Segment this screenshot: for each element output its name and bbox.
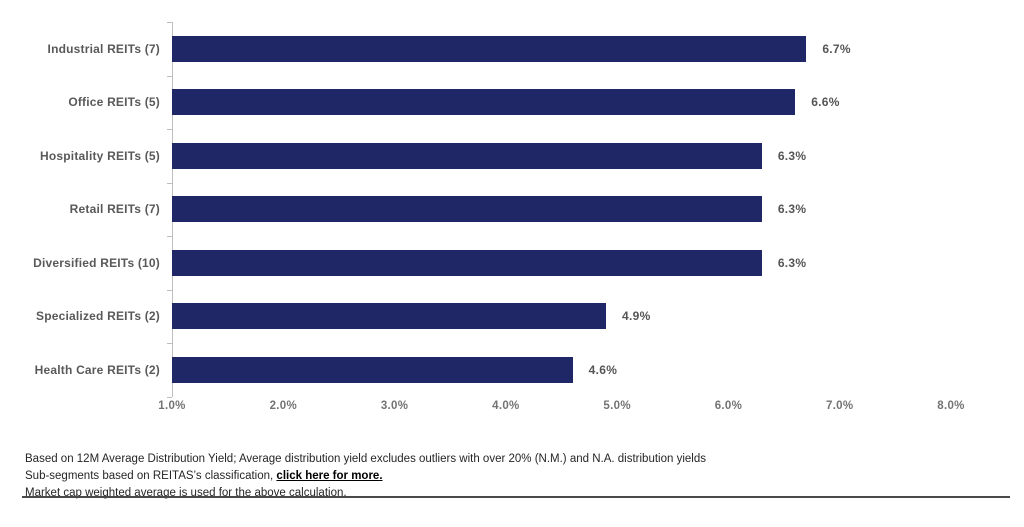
category-label: Office REITs (5) bbox=[68, 95, 160, 110]
category-label: Retail REITs (7) bbox=[69, 202, 160, 217]
category-label: Diversified REITs (10) bbox=[33, 255, 160, 270]
chart-row: Hospitality REITs (5) 6.3% bbox=[12, 129, 951, 183]
chart-row: Diversified REITs (10) 6.3% bbox=[12, 236, 951, 290]
value-label: 4.6% bbox=[588, 362, 618, 377]
chart-row: Specialized REITs (2) 4.9% bbox=[12, 290, 951, 344]
footnote-line-1: Based on 12M Average Distribution Yield;… bbox=[25, 453, 706, 465]
bar-track: 6.3% bbox=[172, 196, 951, 223]
click-here-link[interactable]: click here for more. bbox=[276, 470, 383, 482]
footnote-line-2-text: Sub-segments based on REITAS’s classific… bbox=[25, 470, 277, 482]
category-label: Industrial REITs (7) bbox=[47, 41, 160, 56]
y-axis-tick bbox=[167, 22, 172, 23]
footnotes: Based on 12M Average Distribution Yield;… bbox=[25, 451, 1005, 502]
x-tick-label: 3.0% bbox=[380, 400, 409, 412]
value-label: 6.6% bbox=[811, 95, 840, 110]
bar bbox=[172, 196, 762, 223]
chart-row: Office REITs (5) 6.6% bbox=[12, 76, 951, 130]
category-label: Hospitality REITs (5) bbox=[40, 148, 160, 163]
y-axis-tick bbox=[167, 236, 172, 237]
x-tick-label: 7.0% bbox=[825, 400, 854, 412]
bar-track: 4.9% bbox=[172, 303, 951, 330]
chart-rows: Industrial REITs (7) 6.7% Office REITs (5)… bbox=[12, 22, 951, 397]
divider-line bbox=[22, 496, 1010, 498]
bar-track: 6.3% bbox=[172, 142, 951, 169]
y-axis-tick bbox=[167, 343, 172, 344]
x-tick-label: 1.0% bbox=[158, 400, 186, 412]
chart-row: Retail REITs (7) 6.3% bbox=[12, 183, 951, 237]
bar bbox=[172, 89, 796, 116]
category-label: Health Care REITs (2) bbox=[34, 362, 160, 377]
y-axis-tick bbox=[167, 397, 172, 398]
y-axis-tick bbox=[167, 76, 172, 77]
footnote-line-2: Sub-segments based on REITAS’s classific… bbox=[25, 468, 1005, 485]
category-label: Specialized REITs (2) bbox=[35, 309, 160, 324]
value-label: 6.3% bbox=[777, 255, 807, 270]
bar bbox=[172, 303, 606, 330]
bar-track: 6.7% bbox=[172, 35, 951, 62]
y-axis-tick bbox=[167, 129, 172, 130]
chart-row: Industrial REITs (7) 6.7% bbox=[12, 22, 951, 76]
value-label: 6.7% bbox=[822, 41, 851, 56]
y-axis-tick bbox=[167, 290, 172, 291]
x-tick-label: 8.0% bbox=[937, 400, 965, 412]
x-tick-label: 2.0% bbox=[269, 400, 297, 412]
bar bbox=[172, 356, 573, 383]
x-axis: 1.0% 2.0% 3.0% 4.0% 5.0% 6.0% 7.0% 8.0% bbox=[158, 400, 964, 416]
bar-track: 6.6% bbox=[172, 89, 951, 116]
value-label: 4.9% bbox=[622, 309, 651, 324]
distribution-yield-bar-chart: Industrial REITs (7) 6.7% Office REITs (5)… bbox=[12, 22, 964, 412]
chart-row: Health Care REITs (2) 4.6% bbox=[12, 343, 951, 397]
bar bbox=[172, 35, 807, 62]
bar-track: 6.3% bbox=[172, 249, 951, 276]
y-axis-tick bbox=[167, 183, 172, 184]
bar-track: 4.6% bbox=[172, 356, 951, 383]
value-label: 6.3% bbox=[777, 148, 807, 163]
value-label: 6.3% bbox=[777, 202, 807, 217]
x-tick-label: 5.0% bbox=[603, 400, 631, 412]
x-tick-label: 6.0% bbox=[714, 400, 743, 412]
x-tick-label: 4.0% bbox=[492, 400, 520, 412]
bar bbox=[172, 249, 762, 276]
bar bbox=[172, 142, 762, 169]
footnote-line-3: Market cap weighted average is used for … bbox=[25, 487, 347, 499]
